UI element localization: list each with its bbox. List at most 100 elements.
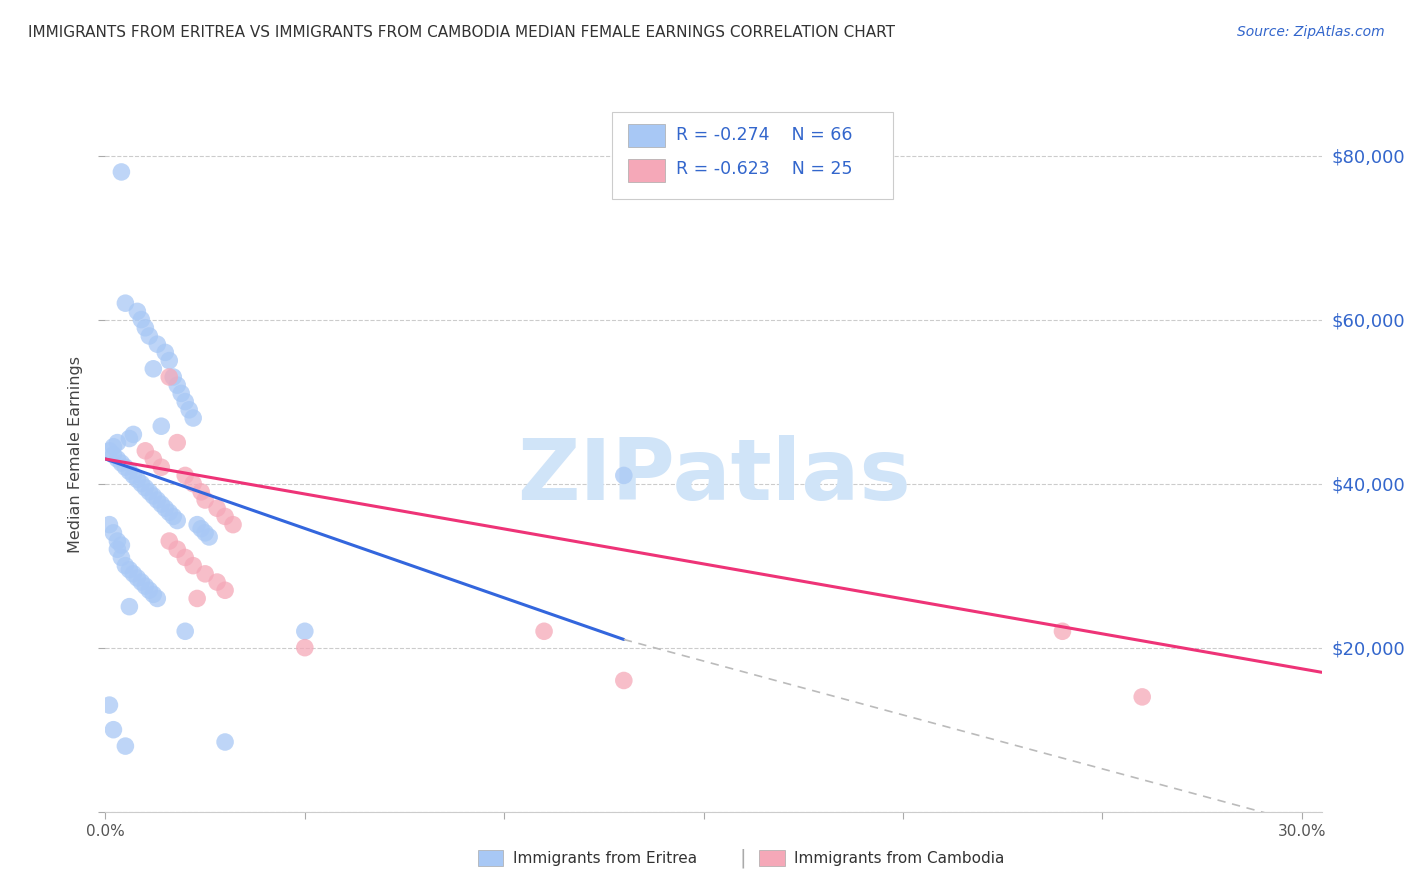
Point xyxy=(122,566,145,581)
Point xyxy=(134,443,156,458)
Point xyxy=(142,489,165,503)
Point xyxy=(179,402,201,417)
Point xyxy=(157,353,180,368)
Point xyxy=(131,575,153,590)
Text: Immigrants from Eritrea: Immigrants from Eritrea xyxy=(513,851,697,865)
Point xyxy=(127,571,149,585)
Point xyxy=(110,538,132,552)
Point xyxy=(174,468,197,483)
Point xyxy=(294,640,316,655)
Point xyxy=(107,534,129,549)
Text: ZIPatlas: ZIPatlas xyxy=(516,434,911,518)
Point xyxy=(142,361,165,376)
Point xyxy=(181,558,204,573)
Point xyxy=(127,304,149,318)
Point xyxy=(166,542,188,557)
Point xyxy=(134,320,156,334)
Point xyxy=(110,165,132,179)
Point xyxy=(194,566,217,581)
Point xyxy=(181,476,204,491)
Point xyxy=(222,517,245,532)
Text: R = -0.274    N = 66: R = -0.274 N = 66 xyxy=(676,126,853,144)
Point xyxy=(205,575,228,590)
Point xyxy=(174,624,197,639)
Point xyxy=(190,484,212,499)
Text: Source: ZipAtlas.com: Source: ZipAtlas.com xyxy=(1237,25,1385,39)
Point xyxy=(166,378,188,392)
Point xyxy=(134,579,156,593)
Point xyxy=(110,550,132,565)
Point xyxy=(138,329,160,343)
Point xyxy=(186,591,208,606)
Point xyxy=(613,673,636,688)
Point xyxy=(194,493,217,508)
Point xyxy=(107,542,129,557)
Point xyxy=(107,435,129,450)
Point xyxy=(157,534,180,549)
Point xyxy=(138,484,160,499)
Point xyxy=(114,460,136,475)
Point xyxy=(150,419,173,434)
Point xyxy=(138,583,160,598)
Point xyxy=(150,497,173,511)
Point xyxy=(98,443,121,458)
Point xyxy=(1052,624,1074,639)
Point xyxy=(103,440,125,454)
Point xyxy=(134,481,156,495)
Text: Immigrants from Cambodia: Immigrants from Cambodia xyxy=(794,851,1005,865)
Point xyxy=(103,448,125,462)
Point xyxy=(131,476,153,491)
Point xyxy=(118,563,141,577)
Point xyxy=(146,493,169,508)
Point xyxy=(214,509,236,524)
Point xyxy=(155,345,177,359)
Point xyxy=(294,624,316,639)
Point xyxy=(170,386,193,401)
Point xyxy=(122,427,145,442)
Point xyxy=(131,312,153,326)
Point xyxy=(118,599,141,614)
Point xyxy=(157,505,180,519)
Point xyxy=(162,509,184,524)
Point xyxy=(174,394,197,409)
Point xyxy=(103,723,125,737)
Point xyxy=(146,591,169,606)
Point xyxy=(162,370,184,384)
Point xyxy=(190,522,212,536)
Point xyxy=(103,525,125,540)
Point xyxy=(205,501,228,516)
Point xyxy=(114,296,136,310)
Text: |: | xyxy=(740,848,745,868)
Point xyxy=(118,432,141,446)
Point xyxy=(142,587,165,601)
Point xyxy=(174,550,197,565)
Point xyxy=(194,525,217,540)
Point xyxy=(118,464,141,478)
Point xyxy=(127,473,149,487)
Point xyxy=(166,514,188,528)
Point xyxy=(166,435,188,450)
Point xyxy=(214,735,236,749)
Point xyxy=(150,460,173,475)
Point xyxy=(122,468,145,483)
Point xyxy=(98,517,121,532)
Point xyxy=(181,411,204,425)
Y-axis label: Median Female Earnings: Median Female Earnings xyxy=(67,357,83,553)
Point xyxy=(1130,690,1153,704)
Point xyxy=(198,530,221,544)
Point xyxy=(114,558,136,573)
Point xyxy=(613,468,636,483)
Point xyxy=(533,624,555,639)
Point xyxy=(146,337,169,351)
Text: IMMIGRANTS FROM ERITREA VS IMMIGRANTS FROM CAMBODIA MEDIAN FEMALE EARNINGS CORRE: IMMIGRANTS FROM ERITREA VS IMMIGRANTS FR… xyxy=(28,25,896,40)
Point xyxy=(114,739,136,753)
Point xyxy=(155,501,177,516)
Point xyxy=(98,698,121,712)
Point xyxy=(157,370,180,384)
Text: R = -0.623    N = 25: R = -0.623 N = 25 xyxy=(676,161,853,178)
Point xyxy=(110,456,132,470)
Point xyxy=(142,452,165,467)
Point xyxy=(214,583,236,598)
Point xyxy=(186,517,208,532)
Point xyxy=(107,452,129,467)
